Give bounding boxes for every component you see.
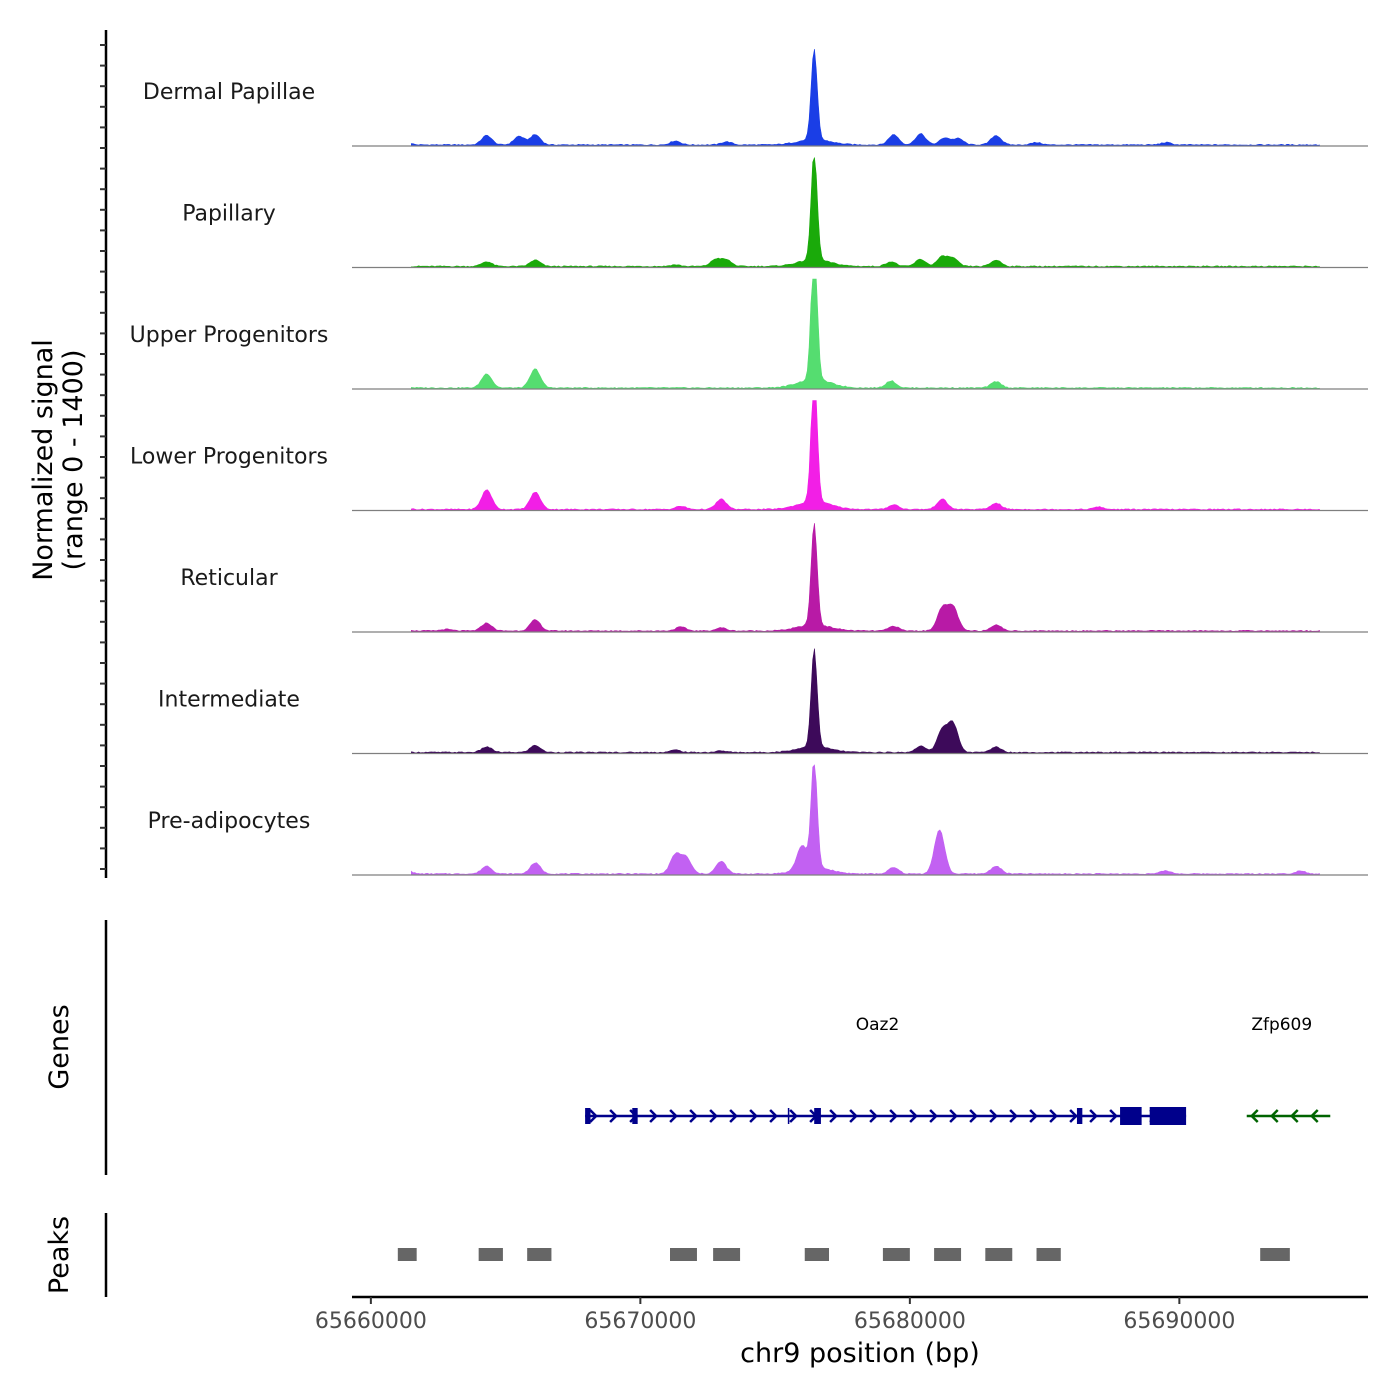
signal-area-6 xyxy=(411,764,1320,876)
track-label-2: Upper Progenitors xyxy=(130,323,329,348)
track-label-5: Intermediate xyxy=(158,688,300,713)
signal-area-5 xyxy=(411,648,1320,754)
track-label-1: Papillary xyxy=(182,202,276,227)
strand-chevron xyxy=(929,1109,938,1123)
peak-region-5 xyxy=(804,1248,830,1261)
x-tick-label: 65690000 xyxy=(1123,1309,1235,1334)
strand-chevron xyxy=(1089,1109,1098,1123)
strand-chevron xyxy=(1249,1109,1259,1123)
exon-0-3 xyxy=(1076,1108,1083,1124)
strand-chevron xyxy=(789,1109,798,1123)
gene-label-zfp609: Zfp609 xyxy=(1251,1015,1312,1035)
exon-0-5 xyxy=(1149,1107,1187,1125)
exon-0-2 xyxy=(814,1108,821,1124)
strand-chevron xyxy=(669,1109,678,1123)
strand-chevron xyxy=(1069,1109,1078,1123)
strand-chevron xyxy=(649,1109,658,1123)
strand-chevron xyxy=(909,1109,918,1123)
track-label-4: Reticular xyxy=(180,566,278,591)
x-tick-label: 65680000 xyxy=(854,1309,966,1334)
peak-region-8 xyxy=(985,1248,1013,1261)
exon-0-4 xyxy=(1120,1107,1142,1125)
strand-chevron xyxy=(1049,1109,1058,1123)
peak-region-9 xyxy=(1036,1248,1061,1261)
y-axis-range-label: (range 0 - 1400) xyxy=(58,350,89,571)
track-label-6: Pre-adipocytes xyxy=(148,809,311,834)
strand-chevron xyxy=(989,1109,998,1123)
strand-chevron xyxy=(689,1109,698,1123)
track-label-3: Lower Progenitors xyxy=(130,445,328,470)
peak-region-2 xyxy=(527,1248,552,1261)
strand-chevron xyxy=(1269,1109,1279,1123)
genes-axis-title: Genes xyxy=(44,1004,75,1089)
peak-region-1 xyxy=(478,1248,503,1261)
peak-region-3 xyxy=(670,1248,697,1261)
track-label-0: Dermal Papillae xyxy=(143,80,315,105)
strand-chevron xyxy=(969,1109,978,1123)
strand-chevron xyxy=(1309,1109,1319,1123)
y-axis-title: Normalized signal xyxy=(28,339,59,581)
strand-chevron xyxy=(1109,1109,1118,1123)
strand-chevron xyxy=(709,1109,718,1123)
x-tick-label: 65660000 xyxy=(315,1309,427,1334)
strand-chevron xyxy=(769,1109,778,1123)
signal-panel: Dermal Papillae Papillary Upper Progenitor… xyxy=(100,30,1368,878)
strand-chevron xyxy=(869,1109,878,1123)
signal-area-1 xyxy=(411,157,1320,268)
signal-area-3 xyxy=(411,400,1320,511)
signal-area-0 xyxy=(411,49,1320,147)
strand-chevron xyxy=(1029,1109,1038,1123)
peak-region-6 xyxy=(882,1248,910,1261)
signal-area-4 xyxy=(411,523,1320,633)
strand-chevron xyxy=(1009,1109,1018,1123)
peak-region-0 xyxy=(397,1248,417,1261)
peaks-axis-title: Peaks xyxy=(44,1216,75,1294)
exon-0-1 xyxy=(632,1108,638,1124)
x-axis: 65660000 65670000 65680000 65690000 xyxy=(315,1295,1368,1334)
strand-chevron xyxy=(729,1109,738,1123)
x-axis-title: chr9 position (bp) xyxy=(740,1338,980,1369)
strand-chevron xyxy=(1289,1109,1299,1123)
peak-region-7 xyxy=(934,1248,962,1261)
peak-region-4 xyxy=(713,1248,741,1261)
genes-panel: Oaz2 Zfp609 xyxy=(104,920,1331,1175)
strand-chevron xyxy=(849,1109,858,1123)
strand-chevron xyxy=(609,1109,618,1123)
gene-label-oaz2: Oaz2 xyxy=(856,1015,900,1035)
strand-chevron xyxy=(829,1109,838,1123)
strand-chevron xyxy=(949,1109,958,1123)
strand-chevron xyxy=(749,1109,758,1123)
peaks-panel xyxy=(104,1213,1290,1297)
x-tick-label: 65670000 xyxy=(584,1309,696,1334)
strand-chevron xyxy=(889,1109,898,1123)
strand-chevron xyxy=(589,1109,598,1123)
signal-area-2 xyxy=(411,278,1320,390)
peak-region-10 xyxy=(1260,1248,1290,1261)
